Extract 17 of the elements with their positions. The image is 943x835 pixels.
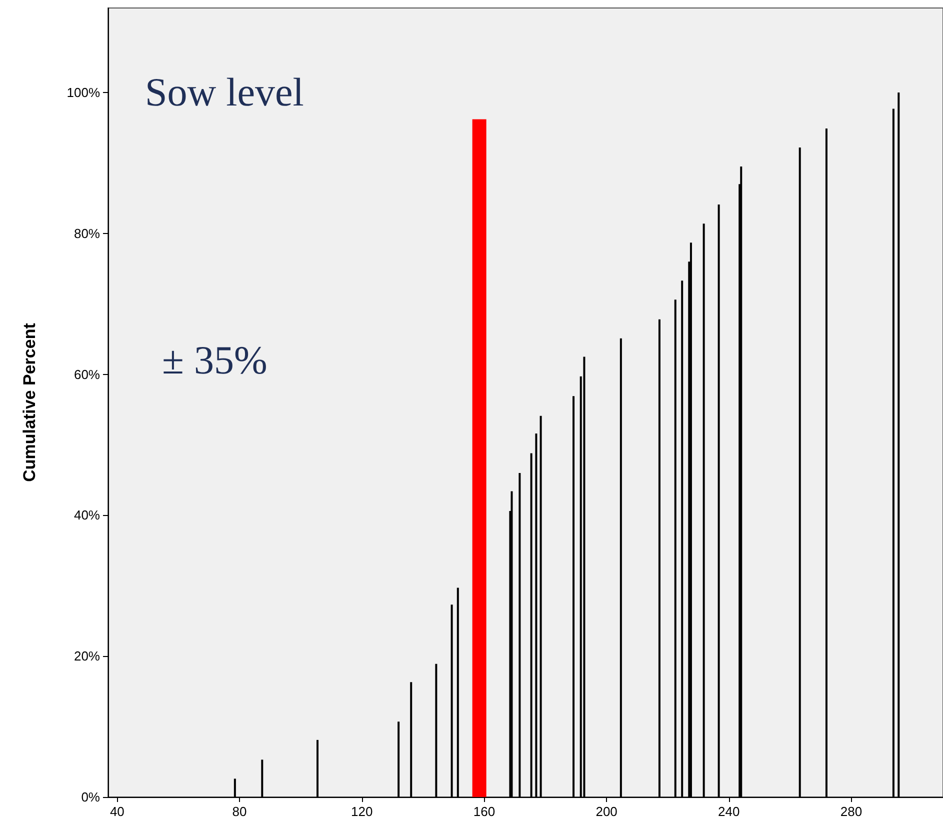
x-tick-label: 200: [596, 804, 618, 819]
y-tick-label: 20%: [74, 648, 100, 664]
y-tick-label: 40%: [74, 508, 100, 523]
y-tick-label: 100%: [66, 85, 100, 100]
annotation: ± 35%: [162, 338, 268, 382]
annotation: Sow level: [145, 70, 304, 114]
x-tick-label: 280: [840, 804, 862, 819]
y-tick-label: 0%: [81, 790, 100, 804]
x-tick-label: 120: [351, 804, 373, 819]
y-axis-title: Cumulative Percent: [20, 322, 39, 482]
y-tick-label: 80%: [74, 226, 100, 241]
x-tick-label: 240: [718, 804, 740, 819]
bar: [472, 119, 486, 797]
y-tick-label: 60%: [74, 366, 100, 382]
x-tick-label: 160: [473, 804, 496, 819]
x-tick-label: 80: [232, 804, 247, 819]
x-tick-label: 40: [110, 804, 124, 819]
